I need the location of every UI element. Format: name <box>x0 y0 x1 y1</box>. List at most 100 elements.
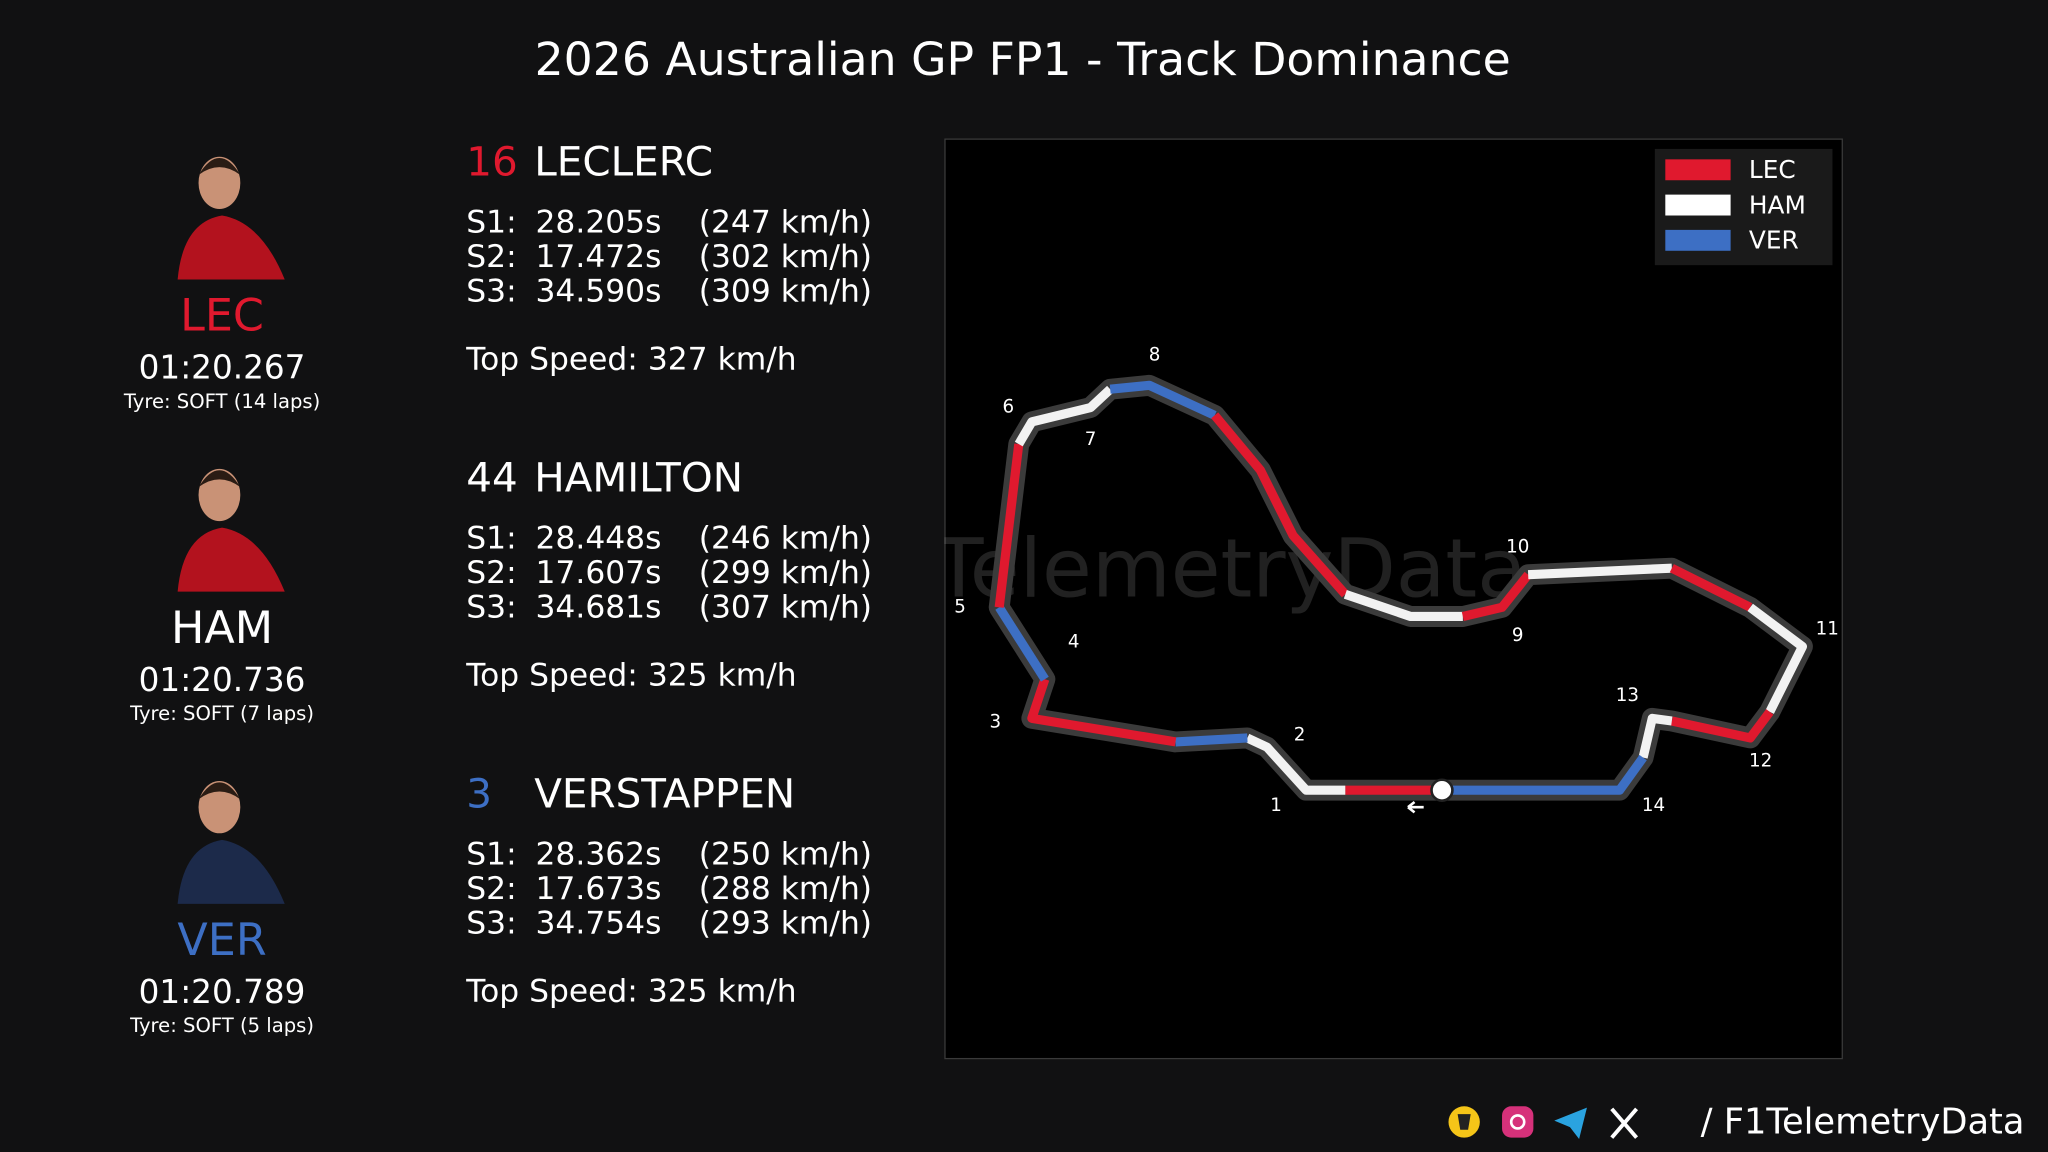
sector-time: 28.448s <box>536 520 662 556</box>
driver-name: VERSTAPPEN <box>534 770 795 818</box>
drivers: LEC 01:20.267 Tyre: SOFT (14 laps) 16 LECLER… <box>123 138 872 1038</box>
tyre-info: Tyre: SOFT (5 laps) <box>129 1014 314 1037</box>
driver-photo-body <box>177 215 285 280</box>
title: 2026 Australian GP FP1 - Track Dominance <box>535 33 1511 86</box>
icon-telegram[interactable] <box>1554 1107 1587 1139</box>
sector-time: 17.673s <box>536 871 662 907</box>
driver-photo-hair <box>198 158 241 176</box>
sector-label: S1: <box>466 520 516 556</box>
driver-photo-head <box>198 156 241 209</box>
lap-time: 01:20.736 <box>139 661 306 699</box>
segment <box>1527 563 1673 580</box>
footer-icons <box>1448 1106 1639 1139</box>
driver-number: 44 <box>466 454 518 502</box>
corner-label: 13 <box>1616 685 1639 706</box>
segment <box>1441 754 1647 795</box>
sector-time: 34.681s <box>536 590 662 626</box>
driver-card: HAM 01:20.736 Tyre: SOFT (7 laps) 44 HAMILTO… <box>129 454 872 725</box>
driver-code: HAM <box>171 603 273 654</box>
top-speed: Top Speed: 325 km/h <box>465 658 796 694</box>
corner-label: 6 <box>1003 397 1015 418</box>
segment <box>1669 564 1753 612</box>
segment <box>994 443 1024 608</box>
icon-instagram[interactable] <box>1502 1106 1534 1138</box>
watermark: F1TelemetryData <box>836 523 1527 617</box>
corner-label: 10 <box>1506 536 1529 557</box>
corner-label: 12 <box>1749 750 1772 771</box>
legend-label: VER <box>1749 226 1799 255</box>
top-speed: Top Speed: 325 km/h <box>465 974 796 1010</box>
driver-photo-head <box>198 468 241 522</box>
legend-label: LEC <box>1749 155 1796 184</box>
driver-card: LEC 01:20.267 Tyre: SOFT (14 laps) 16 LECLER… <box>123 138 872 413</box>
sector-label: S1: <box>466 204 516 240</box>
segment <box>1747 603 1808 714</box>
top-speed: Top Speed: 327 km/h <box>465 341 796 377</box>
corner-label: 9 <box>1512 625 1524 646</box>
segment <box>1638 713 1673 759</box>
segment <box>1245 733 1346 795</box>
tyre-info: Tyre: SOFT (14 laps) <box>123 390 320 413</box>
sector-speed: (309 km/h) <box>699 274 872 310</box>
legend-swatch <box>1665 229 1731 251</box>
corner-label: 14 <box>1642 795 1665 816</box>
direction-arrow <box>1407 800 1424 814</box>
sector-speed: (250 km/h) <box>699 837 872 873</box>
driver-code: VER <box>177 915 266 966</box>
sector-label: S3: <box>466 590 516 626</box>
sector-time: 34.590s <box>536 274 662 310</box>
driver-photo-hair <box>198 470 241 488</box>
sector-speed: (247 km/h) <box>699 204 872 240</box>
sector-speed: (288 km/h) <box>699 871 872 907</box>
legend-swatch <box>1665 159 1731 181</box>
sector-label: S2: <box>466 871 516 907</box>
driver-photo-body <box>177 839 285 904</box>
panel-bg <box>944 138 1843 1060</box>
corner-label: 11 <box>1816 619 1839 640</box>
sector-speed: (299 km/h) <box>699 555 872 591</box>
sector-label: S2: <box>466 555 516 591</box>
corner-label: 7 <box>1085 429 1097 450</box>
legend-label: HAM <box>1749 190 1806 219</box>
segment <box>1670 709 1774 743</box>
sector-label: S3: <box>466 274 516 310</box>
icon-instagram-lens <box>1509 1114 1526 1130</box>
driver-number: 16 <box>466 138 518 186</box>
sector-time: 28.205s <box>536 204 662 240</box>
corner-label: 8 <box>1149 344 1161 365</box>
driver-photo-hair <box>198 782 241 800</box>
segment <box>1027 677 1177 747</box>
segment <box>1014 385 1114 447</box>
icon-x[interactable] <box>1610 1107 1639 1139</box>
corner-label: 4 <box>1068 632 1080 653</box>
driver-photo-body <box>177 527 285 592</box>
footer-handle: / F1TelemetryData <box>1701 1101 2025 1142</box>
driver-code: LEC <box>180 291 264 342</box>
segment <box>1211 412 1349 598</box>
corner-label: 5 <box>954 596 966 617</box>
sector-label: S3: <box>466 906 516 942</box>
lap-time: 01:20.789 <box>139 973 306 1011</box>
driver-number: 3 <box>466 770 492 818</box>
corner-label: 1 <box>1270 795 1282 816</box>
sector-speed: (302 km/h) <box>699 239 872 275</box>
icon-cup <box>1457 1114 1471 1130</box>
legend: LEC HAM VER <box>1665 155 1806 255</box>
driver-photo-head <box>198 781 241 834</box>
sector-speed: (307 km/h) <box>699 590 872 626</box>
sector-time: 17.472s <box>536 239 662 275</box>
corner-label: 3 <box>989 711 1001 732</box>
tyre-info: Tyre: SOFT (7 laps) <box>129 702 314 725</box>
legend-swatch <box>1665 194 1731 216</box>
segment <box>1175 733 1248 747</box>
segment <box>1109 380 1217 420</box>
lap-time: 01:20.267 <box>139 349 306 387</box>
sector-time: 34.754s <box>536 906 662 942</box>
start-finish <box>1430 778 1454 802</box>
sector-time: 28.362s <box>536 837 662 873</box>
segment <box>995 604 1049 682</box>
segment <box>1461 571 1532 621</box>
